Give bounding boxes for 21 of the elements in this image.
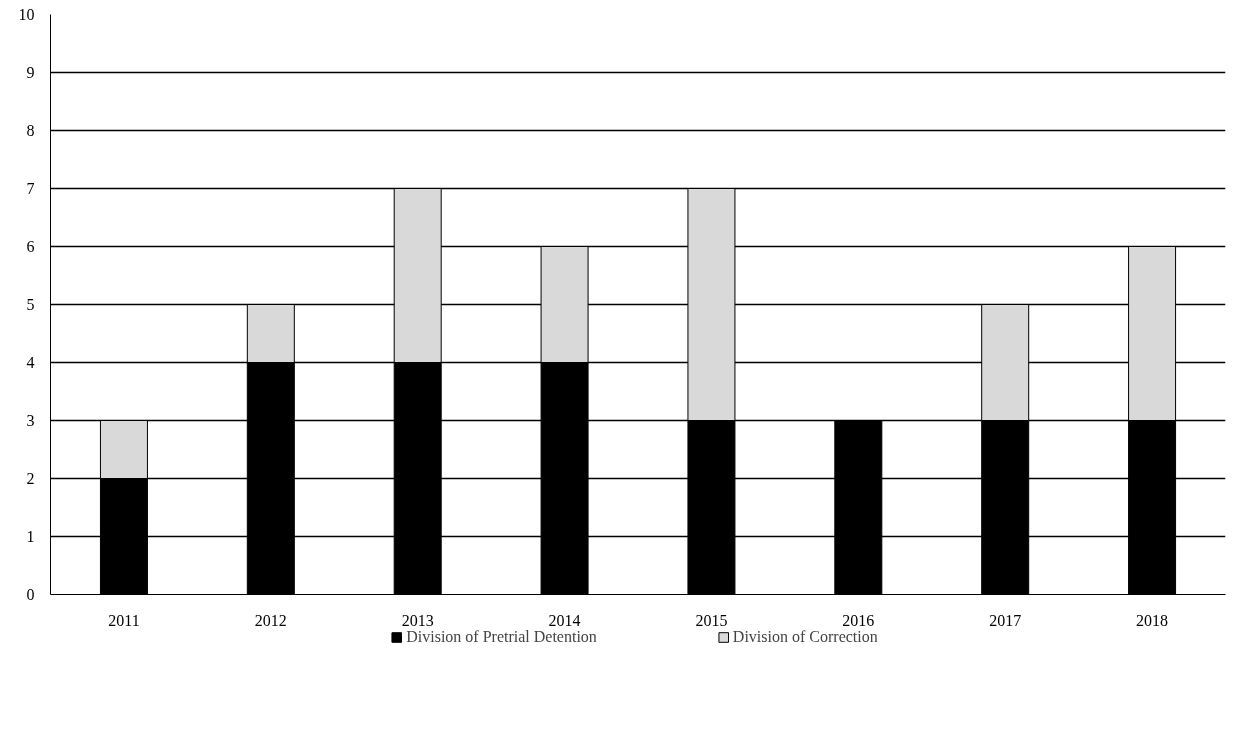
y-tick-label: 8 [26, 122, 35, 139]
y-tick-label: 6 [26, 238, 35, 255]
legend-label: Division of Correction [732, 628, 878, 646]
x-tick-label: 2013 [401, 611, 434, 629]
y-tick-label: 1 [26, 528, 35, 545]
y-tick-label: 0 [26, 586, 35, 603]
x-tick-label: 2016 [842, 611, 875, 629]
x-tick-label: 2012 [254, 611, 287, 629]
y-tick-label: 10 [18, 6, 35, 23]
y-tick-label: 5 [26, 296, 35, 313]
y-tick-label: 2 [26, 470, 35, 487]
y-tick-label: 7 [26, 180, 35, 197]
x-tick-label: 2015 [695, 611, 728, 629]
x-tick-label: 2018 [1136, 611, 1169, 629]
y-tick-label: 9 [26, 64, 35, 81]
x-tick-label: 2011 [108, 611, 140, 629]
y-tick-label: 4 [26, 354, 35, 371]
legend-label: Division of Pretrial Detention [406, 628, 597, 646]
y-tick-label: 3 [26, 412, 35, 429]
x-tick-label: 2017 [989, 611, 1022, 629]
x-tick-label: 2014 [548, 611, 581, 629]
